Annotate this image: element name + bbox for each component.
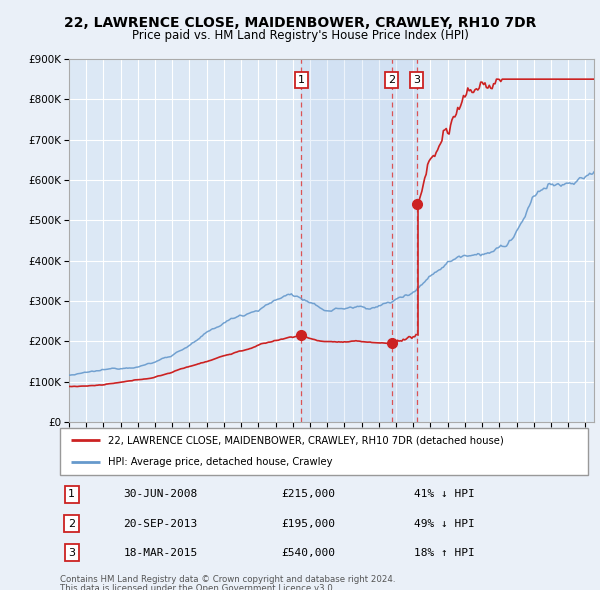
FancyBboxPatch shape bbox=[60, 428, 588, 475]
Text: 18% ↑ HPI: 18% ↑ HPI bbox=[414, 548, 475, 558]
Text: 20-SEP-2013: 20-SEP-2013 bbox=[124, 519, 197, 529]
Text: 41% ↓ HPI: 41% ↓ HPI bbox=[414, 489, 475, 499]
Text: 2: 2 bbox=[388, 76, 395, 86]
Text: This data is licensed under the Open Government Licence v3.0.: This data is licensed under the Open Gov… bbox=[60, 584, 335, 590]
Text: Price paid vs. HM Land Registry's House Price Index (HPI): Price paid vs. HM Land Registry's House … bbox=[131, 30, 469, 42]
Text: £195,000: £195,000 bbox=[282, 519, 336, 529]
Text: 1: 1 bbox=[298, 76, 305, 86]
Text: 30-JUN-2008: 30-JUN-2008 bbox=[124, 489, 197, 499]
Text: 1: 1 bbox=[68, 489, 75, 499]
Text: 22, LAWRENCE CLOSE, MAIDENBOWER, CRAWLEY, RH10 7DR (detached house): 22, LAWRENCE CLOSE, MAIDENBOWER, CRAWLEY… bbox=[107, 435, 503, 445]
Text: £215,000: £215,000 bbox=[282, 489, 336, 499]
Text: 2: 2 bbox=[68, 519, 75, 529]
Text: £540,000: £540,000 bbox=[282, 548, 336, 558]
Text: 3: 3 bbox=[68, 548, 75, 558]
Text: 3: 3 bbox=[413, 76, 421, 86]
Text: 18-MAR-2015: 18-MAR-2015 bbox=[124, 548, 197, 558]
Text: HPI: Average price, detached house, Crawley: HPI: Average price, detached house, Craw… bbox=[107, 457, 332, 467]
Text: 49% ↓ HPI: 49% ↓ HPI bbox=[414, 519, 475, 529]
Text: 22, LAWRENCE CLOSE, MAIDENBOWER, CRAWLEY, RH10 7DR: 22, LAWRENCE CLOSE, MAIDENBOWER, CRAWLEY… bbox=[64, 16, 536, 30]
Text: Contains HM Land Registry data © Crown copyright and database right 2024.: Contains HM Land Registry data © Crown c… bbox=[60, 575, 395, 584]
Bar bbox=[301, 59, 417, 422]
